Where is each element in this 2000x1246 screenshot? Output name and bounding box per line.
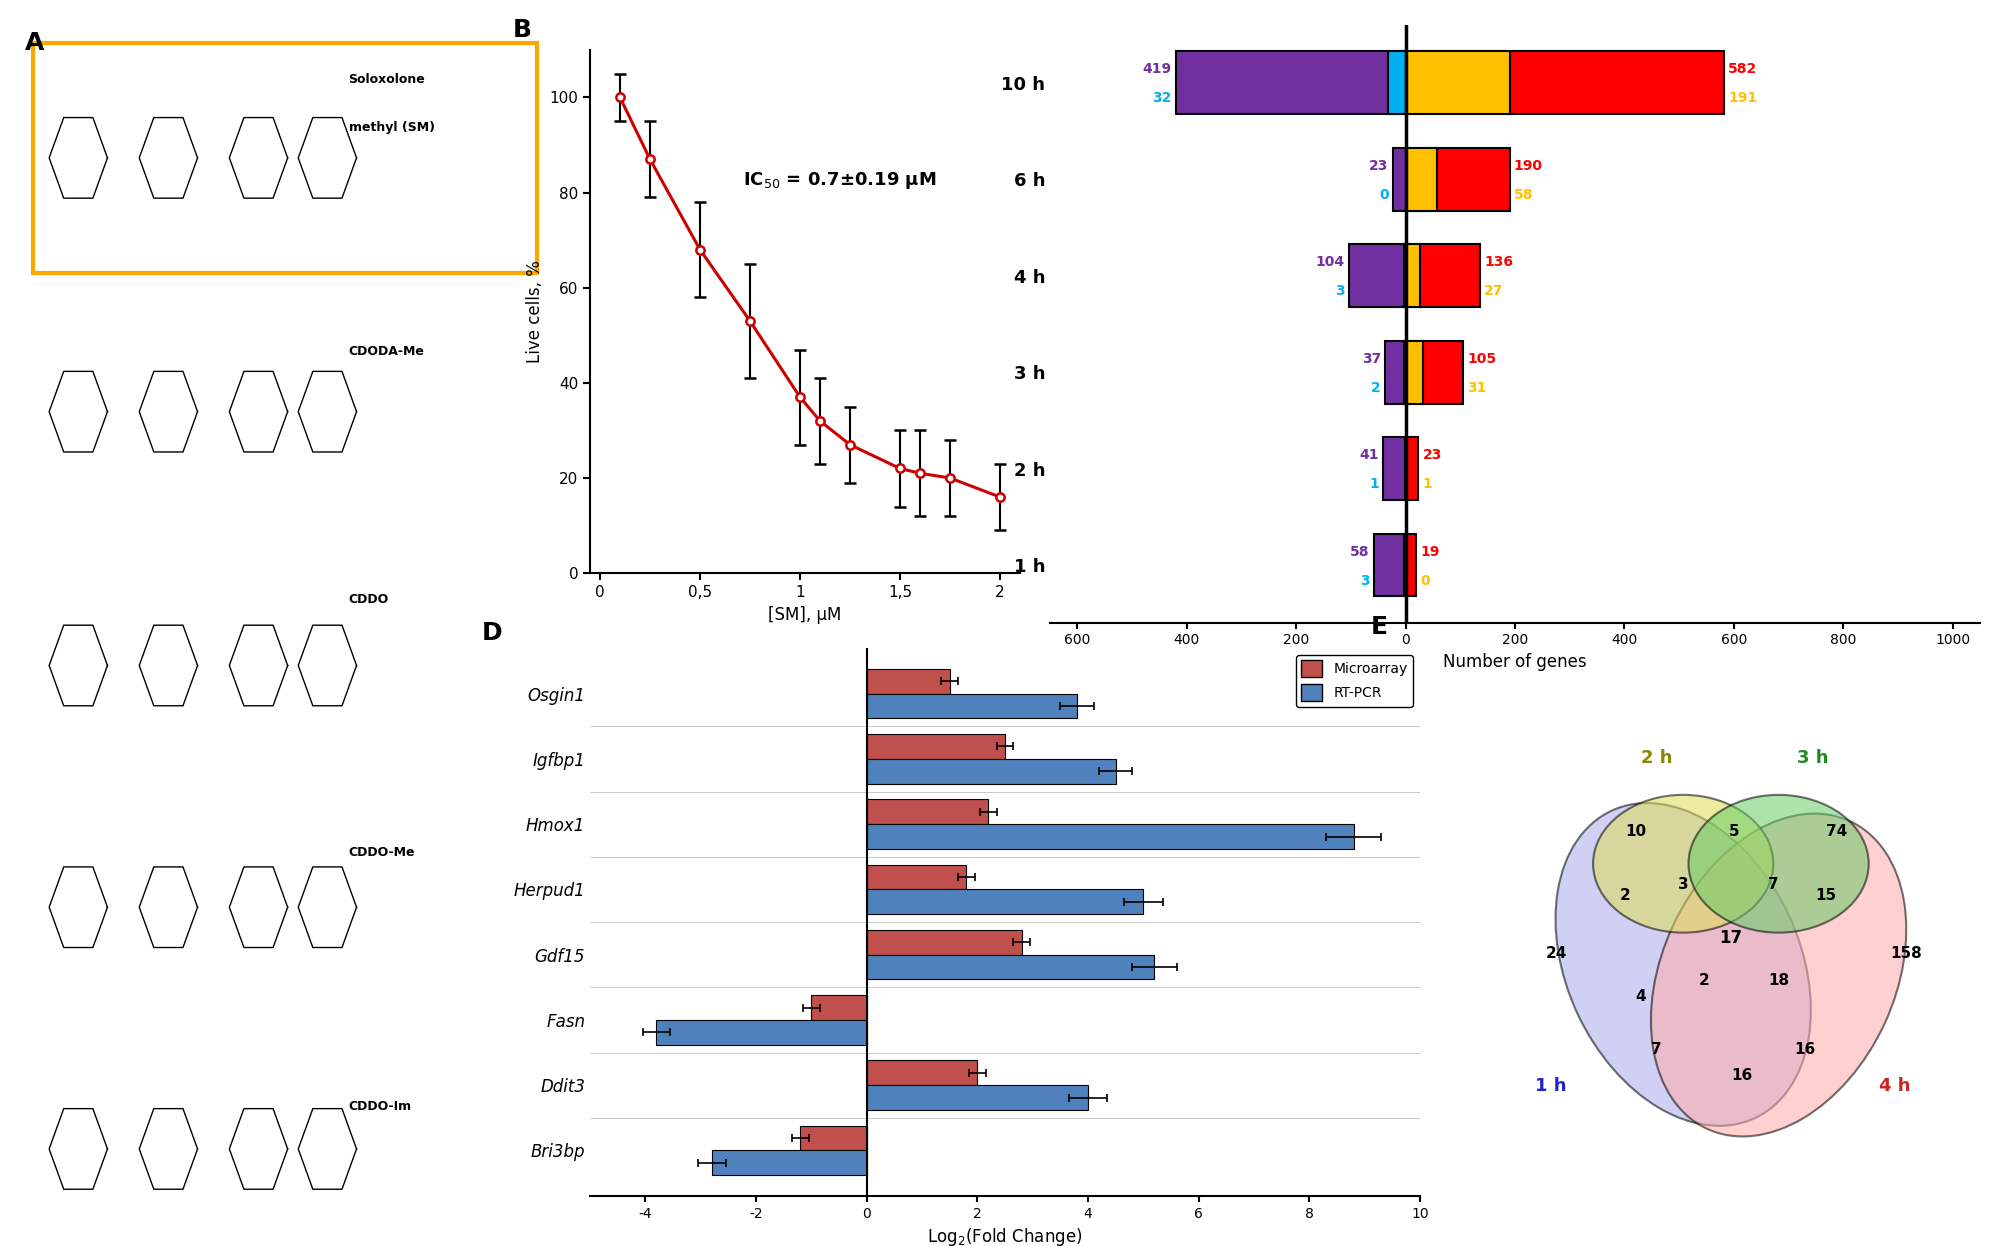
Text: A: A xyxy=(26,31,44,55)
Text: 191: 191 xyxy=(1728,91,1758,105)
Text: 158: 158 xyxy=(1890,947,1922,962)
Text: 1 h: 1 h xyxy=(1534,1078,1566,1095)
Bar xyxy=(1374,533,1406,597)
Text: 190: 190 xyxy=(1514,158,1542,173)
Ellipse shape xyxy=(1650,814,1906,1136)
Bar xyxy=(1406,244,1480,307)
Text: 4: 4 xyxy=(1636,989,1646,1004)
Text: 24: 24 xyxy=(1546,947,1566,962)
Ellipse shape xyxy=(1594,795,1774,933)
Bar xyxy=(1406,51,1510,115)
Bar xyxy=(1394,148,1406,211)
Text: CDDO-Im: CDDO-Im xyxy=(348,1100,412,1113)
Text: 136: 136 xyxy=(1484,255,1514,269)
Legend: Microarray, RT-PCR: Microarray, RT-PCR xyxy=(1296,655,1414,706)
Text: 7: 7 xyxy=(1768,877,1778,892)
Bar xyxy=(1386,341,1406,404)
Bar xyxy=(866,694,1076,719)
Text: 582: 582 xyxy=(1728,62,1758,76)
Text: 32: 32 xyxy=(1152,91,1172,105)
Text: IC$_{50}$ = 0.7±0.19 μM: IC$_{50}$ = 0.7±0.19 μM xyxy=(742,171,936,191)
Bar xyxy=(656,1020,866,1044)
Bar xyxy=(812,996,866,1020)
Bar xyxy=(866,669,950,694)
Text: D: D xyxy=(482,621,502,644)
Bar xyxy=(1406,244,1420,307)
Text: 5: 5 xyxy=(1728,825,1740,840)
Bar xyxy=(866,930,1022,954)
Text: 0: 0 xyxy=(1380,188,1388,202)
Text: CDDO: CDDO xyxy=(348,593,388,606)
Bar xyxy=(866,1085,1088,1110)
Bar xyxy=(866,1060,978,1085)
X-axis label: Log$_2$(Fold Change): Log$_2$(Fold Change) xyxy=(928,1226,1082,1246)
Text: 3 h: 3 h xyxy=(1796,749,1828,766)
Text: 41: 41 xyxy=(1360,449,1378,462)
Bar xyxy=(800,1125,866,1150)
Text: 58: 58 xyxy=(1514,188,1534,202)
Bar xyxy=(1384,437,1406,500)
Text: 31: 31 xyxy=(1468,380,1486,395)
Bar xyxy=(1406,148,1510,211)
Bar xyxy=(1406,533,1416,597)
Text: 17: 17 xyxy=(1720,930,1742,947)
Text: 2: 2 xyxy=(1700,973,1710,988)
Text: 27: 27 xyxy=(1484,284,1504,298)
Text: 10: 10 xyxy=(1624,825,1646,840)
X-axis label: [SM], μM: [SM], μM xyxy=(768,606,842,623)
Text: 7: 7 xyxy=(1652,1042,1662,1057)
Text: 2: 2 xyxy=(1620,888,1630,903)
X-axis label: Number of genes: Number of genes xyxy=(1444,653,1586,672)
Bar xyxy=(1406,51,1724,115)
Bar xyxy=(866,759,1116,784)
Text: 419: 419 xyxy=(1142,62,1172,76)
Text: 74: 74 xyxy=(1826,825,1848,840)
FancyBboxPatch shape xyxy=(34,44,536,273)
Text: 0: 0 xyxy=(1420,573,1430,588)
Y-axis label: Live cells, %: Live cells, % xyxy=(526,260,544,363)
Text: B: B xyxy=(512,19,532,42)
Text: 3: 3 xyxy=(1678,877,1688,892)
Text: 37: 37 xyxy=(1362,351,1380,365)
Text: 1: 1 xyxy=(1370,477,1378,491)
Text: CDDO-Me: CDDO-Me xyxy=(348,846,416,860)
Text: 2 h: 2 h xyxy=(1640,749,1672,766)
Text: 16: 16 xyxy=(1730,1068,1752,1083)
Bar xyxy=(866,954,1154,979)
Text: 15: 15 xyxy=(1816,888,1836,903)
Ellipse shape xyxy=(1688,795,1868,933)
Text: 2: 2 xyxy=(1372,380,1380,395)
Text: 23: 23 xyxy=(1422,449,1442,462)
Bar xyxy=(1406,437,1418,500)
Text: Soloxolone: Soloxolone xyxy=(348,72,426,86)
Text: CDODA-Me: CDODA-Me xyxy=(348,345,424,358)
Text: 16: 16 xyxy=(1794,1042,1816,1057)
Bar xyxy=(1348,244,1406,307)
Text: 19: 19 xyxy=(1420,545,1440,558)
Text: 105: 105 xyxy=(1468,351,1496,365)
Text: 4 h: 4 h xyxy=(1880,1078,1910,1095)
Bar xyxy=(866,890,1144,915)
Text: methyl (SM): methyl (SM) xyxy=(348,121,434,135)
Text: 3: 3 xyxy=(1334,284,1344,298)
Bar xyxy=(1176,51,1406,115)
Bar xyxy=(866,865,966,890)
Text: 23: 23 xyxy=(1370,158,1388,173)
Bar xyxy=(712,1150,866,1175)
Bar xyxy=(866,824,1354,849)
Bar xyxy=(1406,341,1464,404)
Bar xyxy=(866,800,988,824)
Bar xyxy=(1406,148,1438,211)
Bar xyxy=(1406,341,1422,404)
Text: 104: 104 xyxy=(1316,255,1344,269)
Text: 18: 18 xyxy=(1768,973,1790,988)
Ellipse shape xyxy=(1556,802,1810,1126)
Text: 1: 1 xyxy=(1422,477,1432,491)
Bar xyxy=(1388,51,1406,115)
Text: E: E xyxy=(1370,614,1388,639)
Text: 3: 3 xyxy=(1360,573,1370,588)
Bar xyxy=(866,734,1006,759)
Text: 58: 58 xyxy=(1350,545,1370,558)
